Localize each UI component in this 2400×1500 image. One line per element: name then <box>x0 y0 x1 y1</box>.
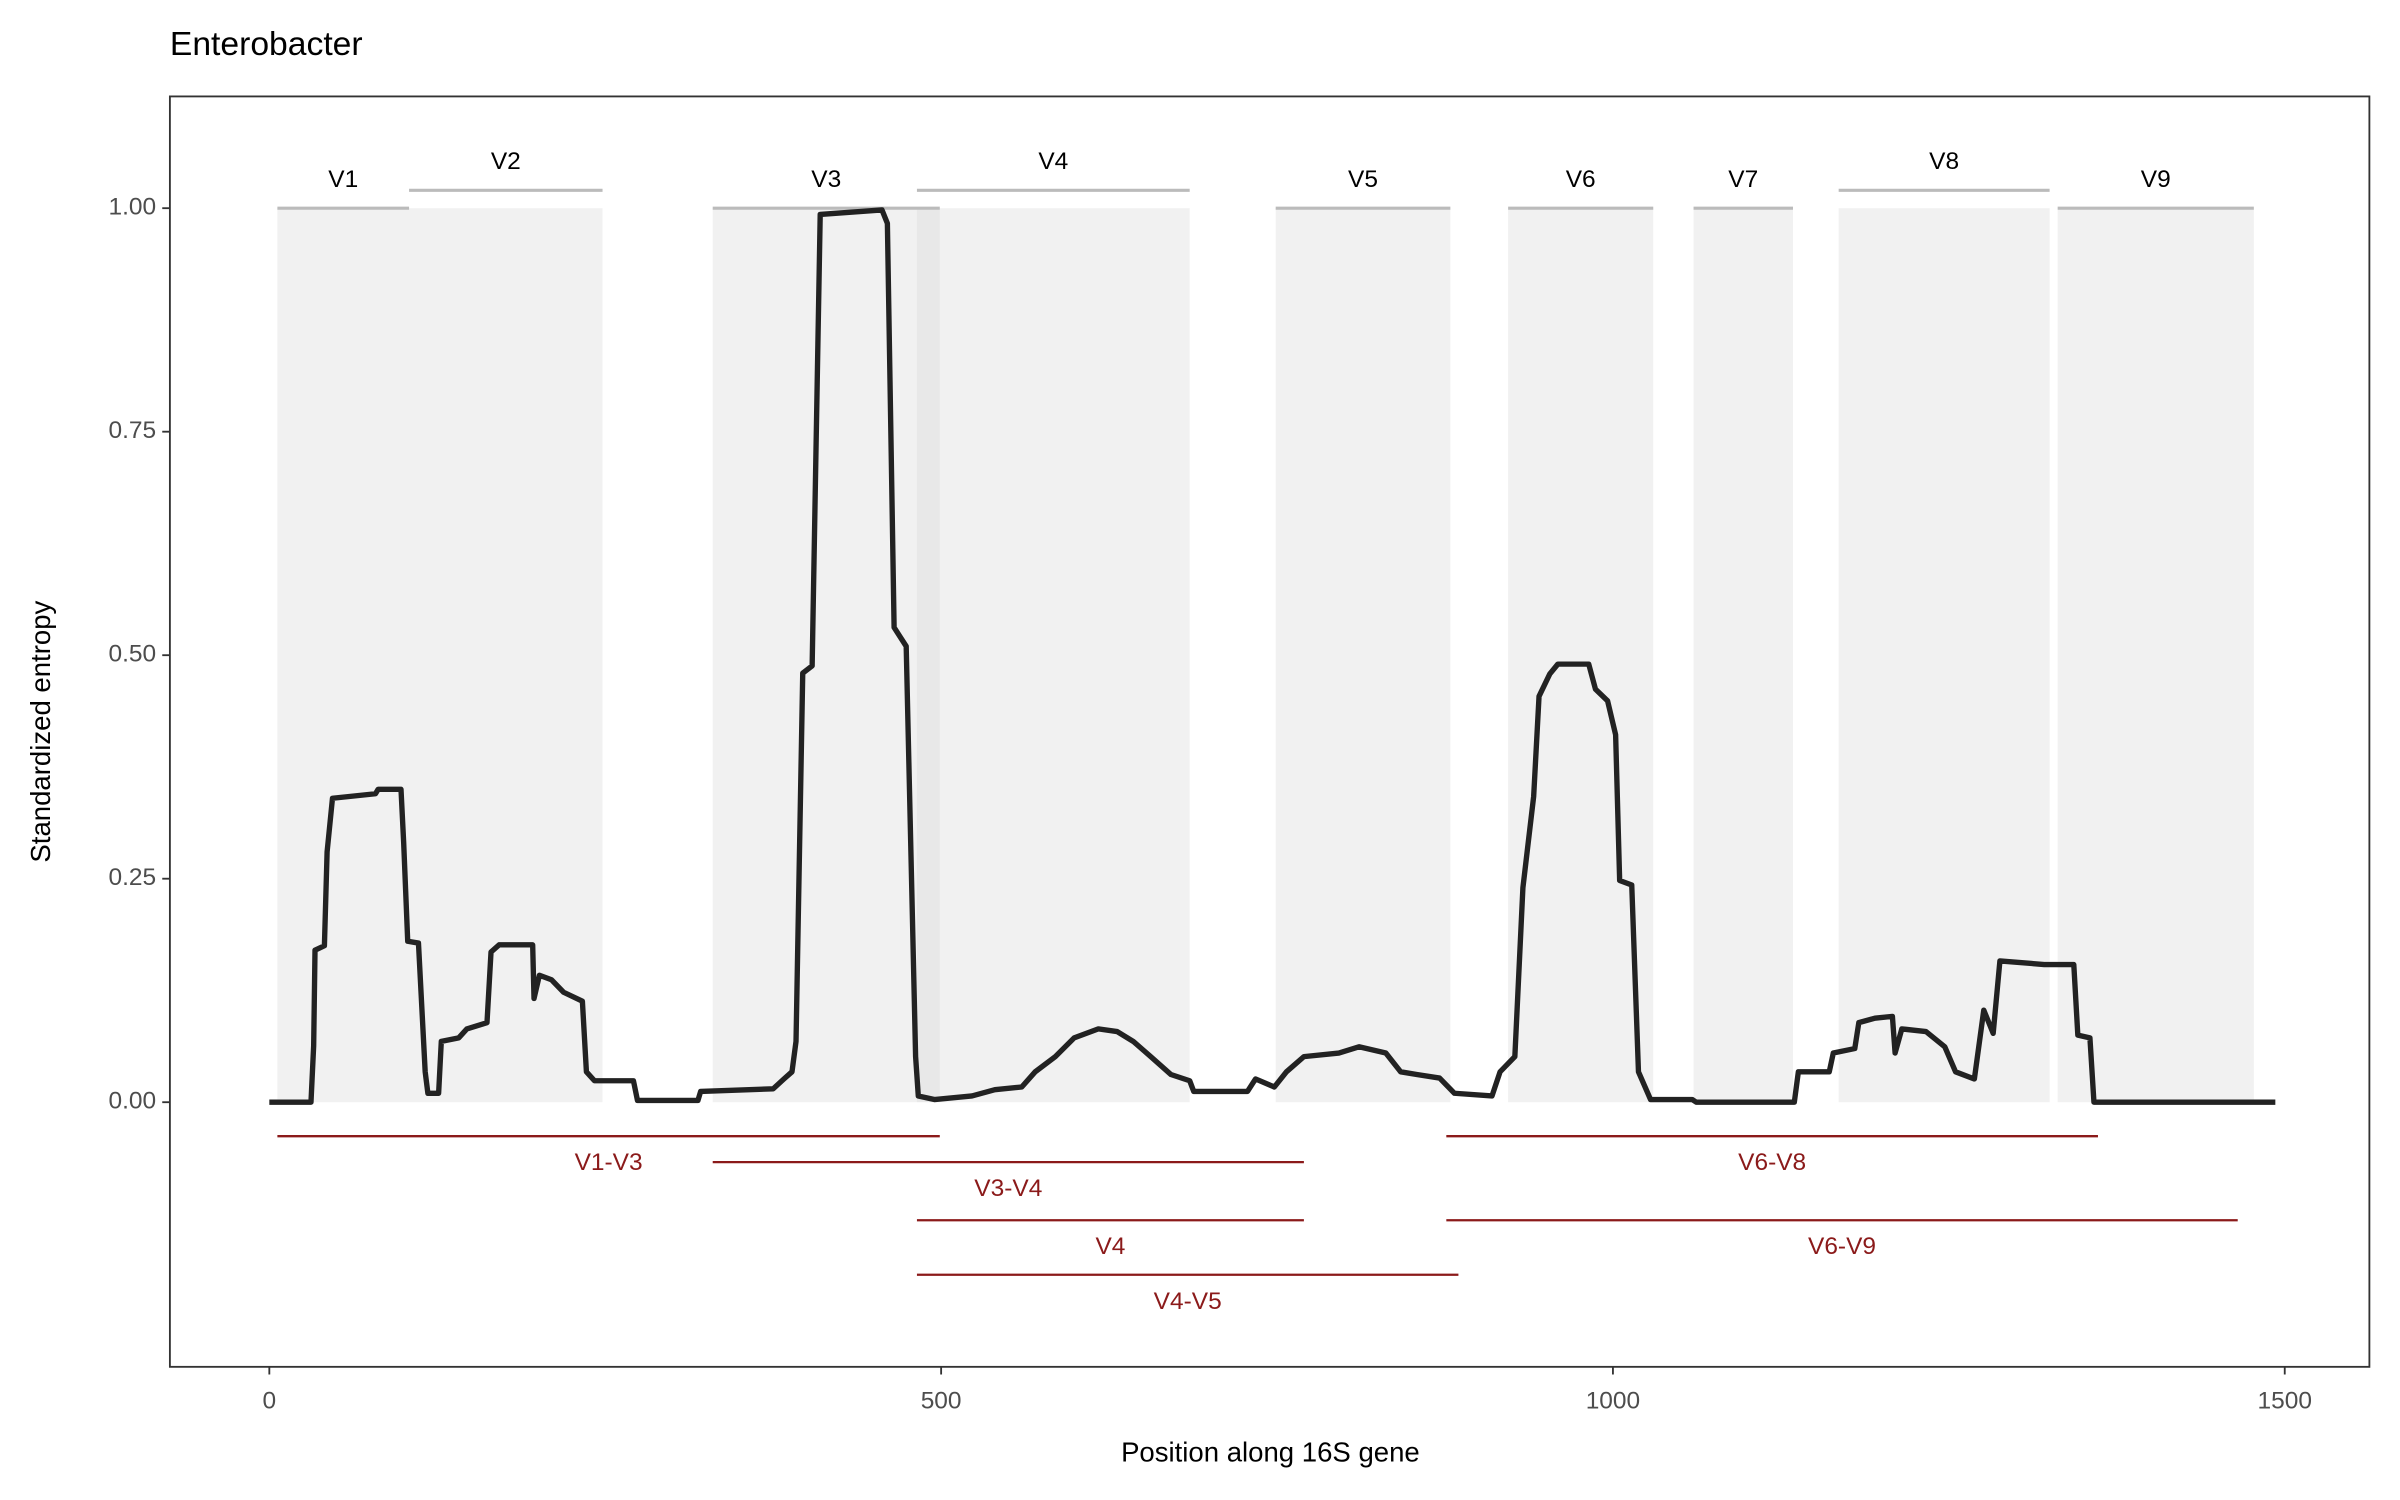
region-label: V9 <box>2141 166 2171 193</box>
x-tick-label: 500 <box>921 1388 962 1415</box>
y-tick-label: 1.00 <box>108 194 156 221</box>
region-band <box>2057 208 2254 1103</box>
x-tick-label: 1000 <box>1586 1388 1640 1415</box>
region-label: V7 <box>1728 166 1758 193</box>
region-label: V4 <box>1038 148 1068 175</box>
plot-layer: V1 V2 V3 V4 V5 V6 V7 V8 V9 V1-V3 V3-V4 V4 V4-V5 V6-V8… <box>108 95 2371 1415</box>
region-label: V3 <box>811 166 841 193</box>
region-band <box>1693 208 1793 1103</box>
y-tick-label: 0.25 <box>108 864 156 891</box>
region-label: V2 <box>491 148 521 175</box>
region-band <box>1275 208 1451 1103</box>
panel-border <box>168 95 2371 1368</box>
region-label: V1 <box>328 166 358 193</box>
amplicon-label: V4 <box>1095 1233 1125 1260</box>
chart-title: Enterobacter <box>170 26 363 63</box>
region-band <box>916 208 1190 1103</box>
region-label: V6 <box>1566 166 1596 193</box>
x-tick-label: 1500 <box>2258 1388 2312 1415</box>
y-tick-label: 0.75 <box>108 417 156 444</box>
region-band <box>712 208 940 1103</box>
amplicon-label: V6-V8 <box>1738 1149 1806 1176</box>
region-band <box>277 208 410 1103</box>
y-tick-label: 0.00 <box>108 1088 156 1115</box>
region-label: V5 <box>1348 166 1378 193</box>
y-axis-label: Standardized entropy <box>25 600 56 862</box>
x-axis-label: Position along 16S gene <box>1121 1436 1420 1467</box>
region-band <box>1838 208 2050 1103</box>
region-band <box>409 208 603 1103</box>
amplicon-label: V4-V5 <box>1154 1288 1222 1315</box>
y-tick-label: 0.50 <box>108 641 156 668</box>
region-band <box>1508 208 1654 1103</box>
amplicon-label: V6-V9 <box>1808 1233 1876 1260</box>
amplicon-label: V3-V4 <box>974 1175 1042 1202</box>
amplicon-label: V1-V3 <box>575 1149 643 1176</box>
x-tick-label: 0 <box>263 1388 277 1415</box>
region-label: V8 <box>1929 148 1959 175</box>
entropy-line <box>269 207 2276 1105</box>
